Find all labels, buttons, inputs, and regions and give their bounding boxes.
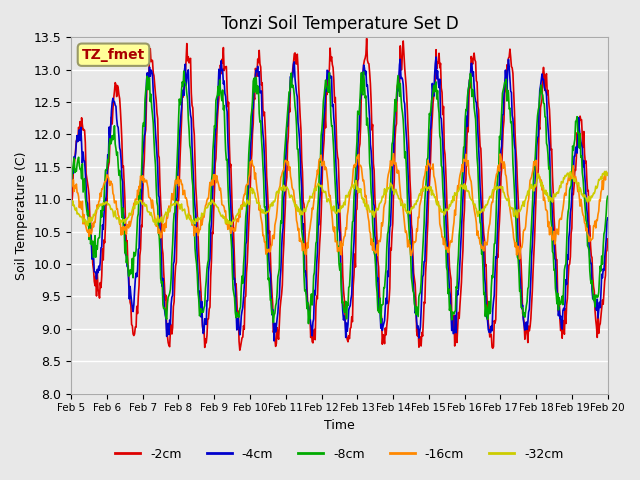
-16cm: [187, 213, 195, 219]
-4cm: [604, 215, 612, 221]
-32cm: [133, 199, 141, 204]
-2cm: [77, 135, 84, 141]
-2cm: [187, 56, 195, 61]
-32cm: [188, 218, 195, 224]
-16cm: [77, 204, 84, 210]
-16cm: [215, 183, 223, 189]
-16cm: [421, 172, 429, 178]
-16cm: [390, 151, 397, 156]
-4cm: [67, 177, 75, 182]
-2cm: [236, 348, 244, 353]
-32cm: [602, 168, 610, 174]
-4cm: [405, 196, 413, 202]
-8cm: [604, 193, 612, 199]
-8cm: [132, 247, 140, 253]
-4cm: [77, 124, 84, 130]
-2cm: [363, 36, 371, 41]
-4cm: [187, 112, 195, 118]
Legend: -2cm, -4cm, -8cm, -16cm, -32cm: -2cm, -4cm, -8cm, -16cm, -32cm: [110, 443, 568, 466]
-2cm: [215, 96, 223, 101]
Y-axis label: Soil Temperature (C): Soil Temperature (C): [15, 151, 28, 280]
-32cm: [604, 172, 612, 178]
-2cm: [132, 324, 140, 330]
-32cm: [77, 214, 84, 219]
-2cm: [422, 270, 429, 276]
-8cm: [67, 185, 75, 191]
-32cm: [216, 209, 223, 215]
-8cm: [422, 186, 429, 192]
-32cm: [67, 202, 75, 208]
-16cm: [516, 256, 524, 262]
-4cm: [270, 338, 278, 344]
-8cm: [180, 68, 188, 74]
-4cm: [132, 270, 140, 276]
-4cm: [215, 66, 223, 72]
-4cm: [432, 54, 440, 60]
-32cm: [84, 223, 92, 228]
-2cm: [604, 236, 612, 242]
Line: -2cm: -2cm: [71, 38, 608, 350]
-8cm: [77, 166, 84, 172]
-16cm: [405, 243, 413, 249]
-16cm: [132, 196, 140, 202]
-8cm: [305, 321, 312, 326]
Line: -4cm: -4cm: [71, 57, 608, 341]
Title: Tonzi Soil Temperature Set D: Tonzi Soil Temperature Set D: [221, 15, 458, 33]
-2cm: [67, 194, 75, 200]
Text: TZ_fmet: TZ_fmet: [82, 48, 145, 62]
Line: -8cm: -8cm: [71, 71, 608, 324]
-4cm: [421, 258, 429, 264]
-32cm: [421, 185, 429, 191]
-8cm: [216, 77, 223, 83]
-8cm: [406, 240, 414, 246]
-32cm: [405, 209, 413, 215]
Line: -16cm: -16cm: [71, 154, 608, 259]
-16cm: [67, 184, 75, 190]
X-axis label: Time: Time: [324, 419, 355, 432]
Line: -32cm: -32cm: [71, 171, 608, 226]
-2cm: [406, 177, 414, 182]
-16cm: [604, 171, 612, 177]
-8cm: [188, 158, 195, 164]
